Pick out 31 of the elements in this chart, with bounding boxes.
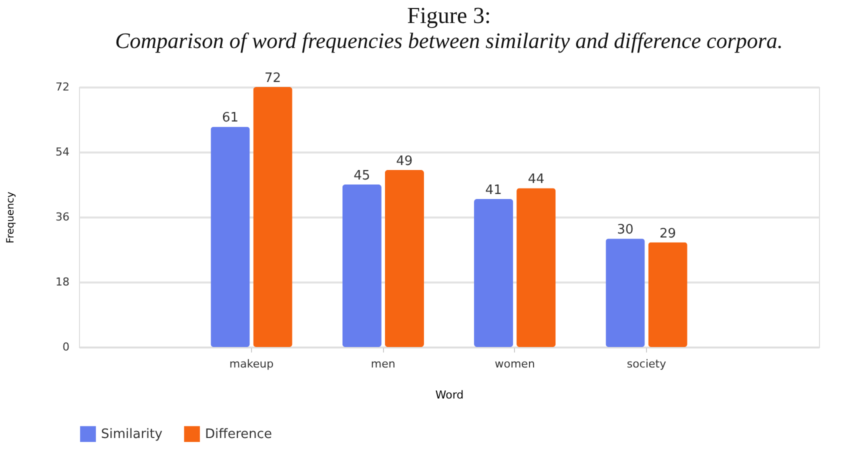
bar (342, 184, 382, 347)
data-label: 29 (659, 226, 676, 242)
x-tick-label: women (494, 358, 535, 370)
bar (606, 238, 645, 347)
bar (253, 87, 292, 347)
data-label: 44 (528, 172, 544, 188)
bar (384, 170, 424, 347)
legend-label: Similarity (101, 427, 163, 442)
y-tick-label: 54 (56, 146, 70, 158)
data-label: 49 (396, 154, 413, 170)
legend-label: Difference (205, 427, 272, 442)
x-tick-label: makeup (229, 358, 274, 370)
y-tick-label: 72 (56, 80, 70, 94)
chart-subtitle: Comparison of word frequencies between similarity and difference corpora. (115, 28, 783, 53)
x-tick-label: society (626, 358, 667, 370)
data-label: 45 (354, 168, 370, 184)
x-axis-title: Word (435, 388, 464, 402)
bar (516, 188, 556, 347)
bar (210, 126, 250, 347)
y-axis-title: Frequency (6, 192, 17, 244)
data-label: 30 (616, 222, 634, 238)
y-tick-label: 0 (62, 340, 70, 354)
x-tick-label: men (370, 358, 396, 370)
chart-title: Figure 3: (407, 3, 491, 28)
bar (648, 242, 688, 347)
y-tick-label: 36 (56, 210, 70, 224)
data-label: 72 (264, 71, 282, 86)
data-label: 41 (485, 182, 502, 198)
data-label: 61 (222, 110, 239, 126)
y-tick-label: 18 (56, 276, 70, 288)
bar (474, 198, 514, 347)
